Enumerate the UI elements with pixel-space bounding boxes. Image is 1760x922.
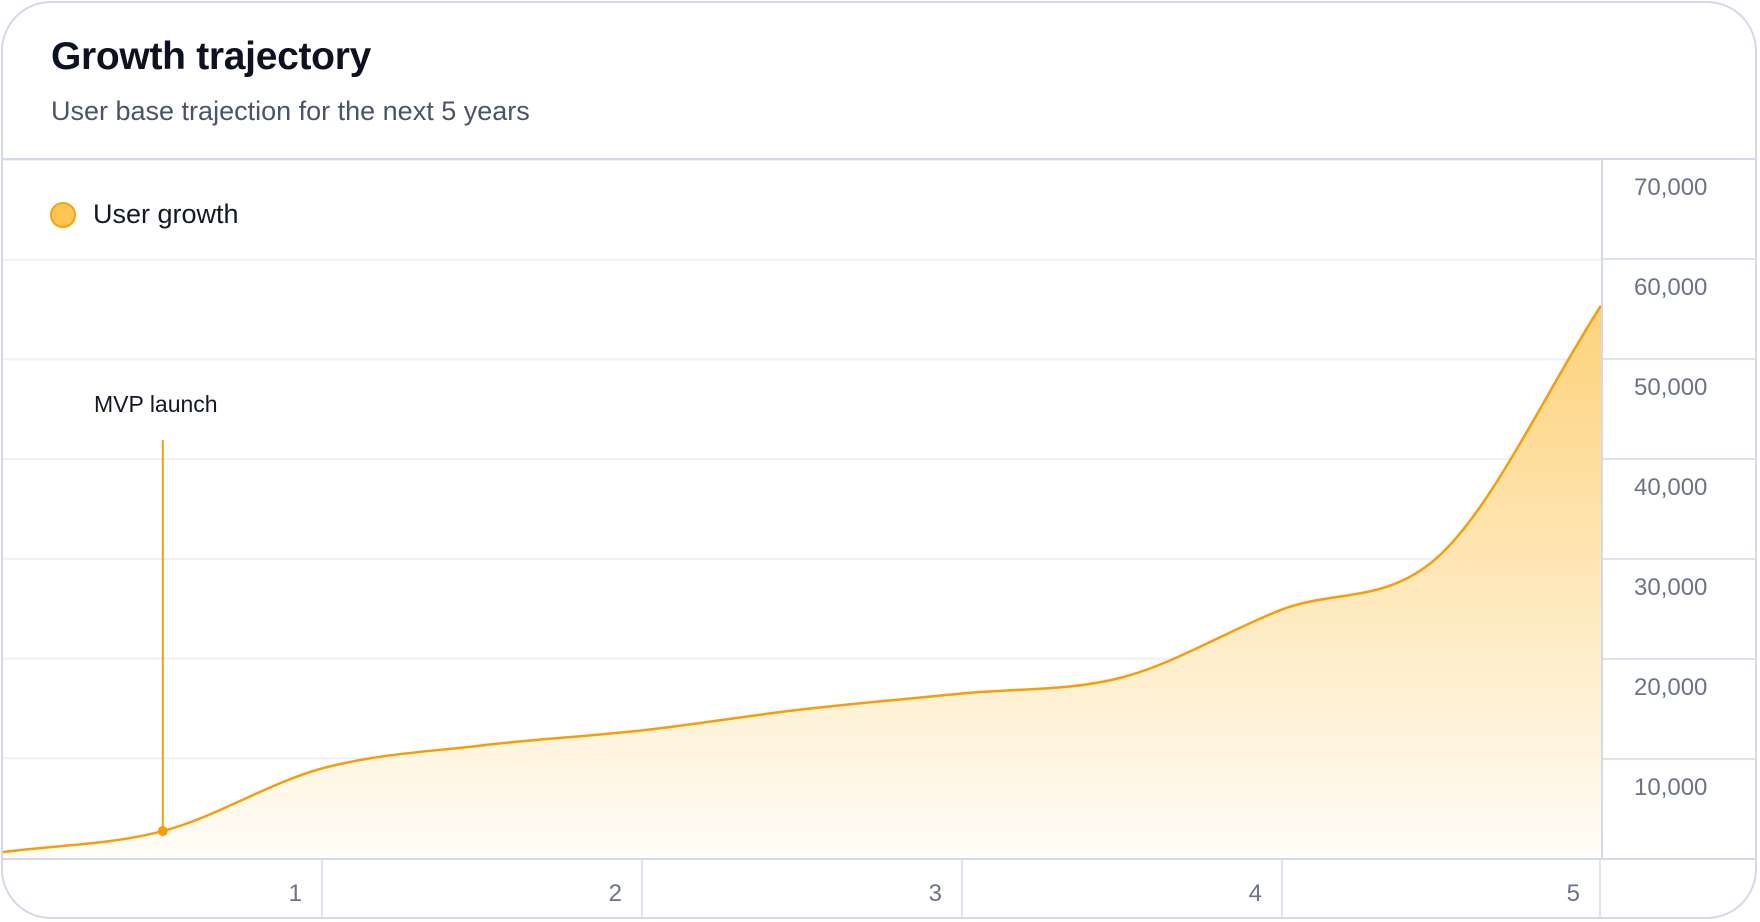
x-tick: 5 (1283, 860, 1601, 917)
y-tick-label: 40,000 (1634, 474, 1708, 501)
x-axis: 1 2 3 4 5 (3, 858, 1755, 917)
x-tick: 1 (3, 860, 323, 917)
mvp-launch-marker-dot (157, 826, 168, 837)
x-tick-label: 2 (608, 880, 622, 907)
area-chart (3, 160, 1601, 858)
x-tick-label: 4 (1248, 880, 1262, 907)
legend: User growth (50, 199, 239, 230)
y-tick-label: 20,000 (1634, 674, 1708, 701)
x-tick: 2 (323, 860, 643, 917)
y-tick: 10,000 (1603, 760, 1755, 860)
header-divider (3, 158, 1755, 160)
chart-title: Growth trajectory (51, 35, 371, 78)
y-tick: 20,000 (1603, 660, 1755, 760)
y-tick: 60,000 (1603, 260, 1755, 360)
area-fill (3, 305, 1601, 858)
y-tick-label: 70,000 (1634, 174, 1708, 201)
y-tick: 50,000 (1603, 360, 1755, 460)
y-tick-label: 30,000 (1634, 574, 1708, 601)
y-tick-label: 60,000 (1634, 274, 1708, 301)
chart-subtitle: User base trajection for the next 5 year… (51, 96, 530, 126)
y-tick: 70,000 (1603, 160, 1755, 260)
legend-dot-icon (50, 201, 76, 228)
y-tick-label: 10,000 (1634, 774, 1708, 801)
y-tick: 40,000 (1603, 460, 1755, 560)
x-tick: 3 (643, 860, 963, 917)
y-tick: 30,000 (1603, 560, 1755, 660)
x-tick-label: 1 (288, 880, 302, 907)
mvp-launch-label: MVP launch (94, 391, 218, 417)
x-tick-label: 3 (928, 880, 942, 907)
legend-label-user-growth: User growth (93, 199, 239, 229)
x-tick: 4 (963, 860, 1283, 917)
y-axis: 70,000 60,000 50,000 40,000 30,000 20,00… (1601, 160, 1755, 860)
series-line-user-growth (3, 304, 1601, 854)
plot-area (3, 160, 1601, 858)
y-tick-label: 50,000 (1634, 374, 1708, 401)
x-tick-label: 5 (1566, 880, 1580, 907)
